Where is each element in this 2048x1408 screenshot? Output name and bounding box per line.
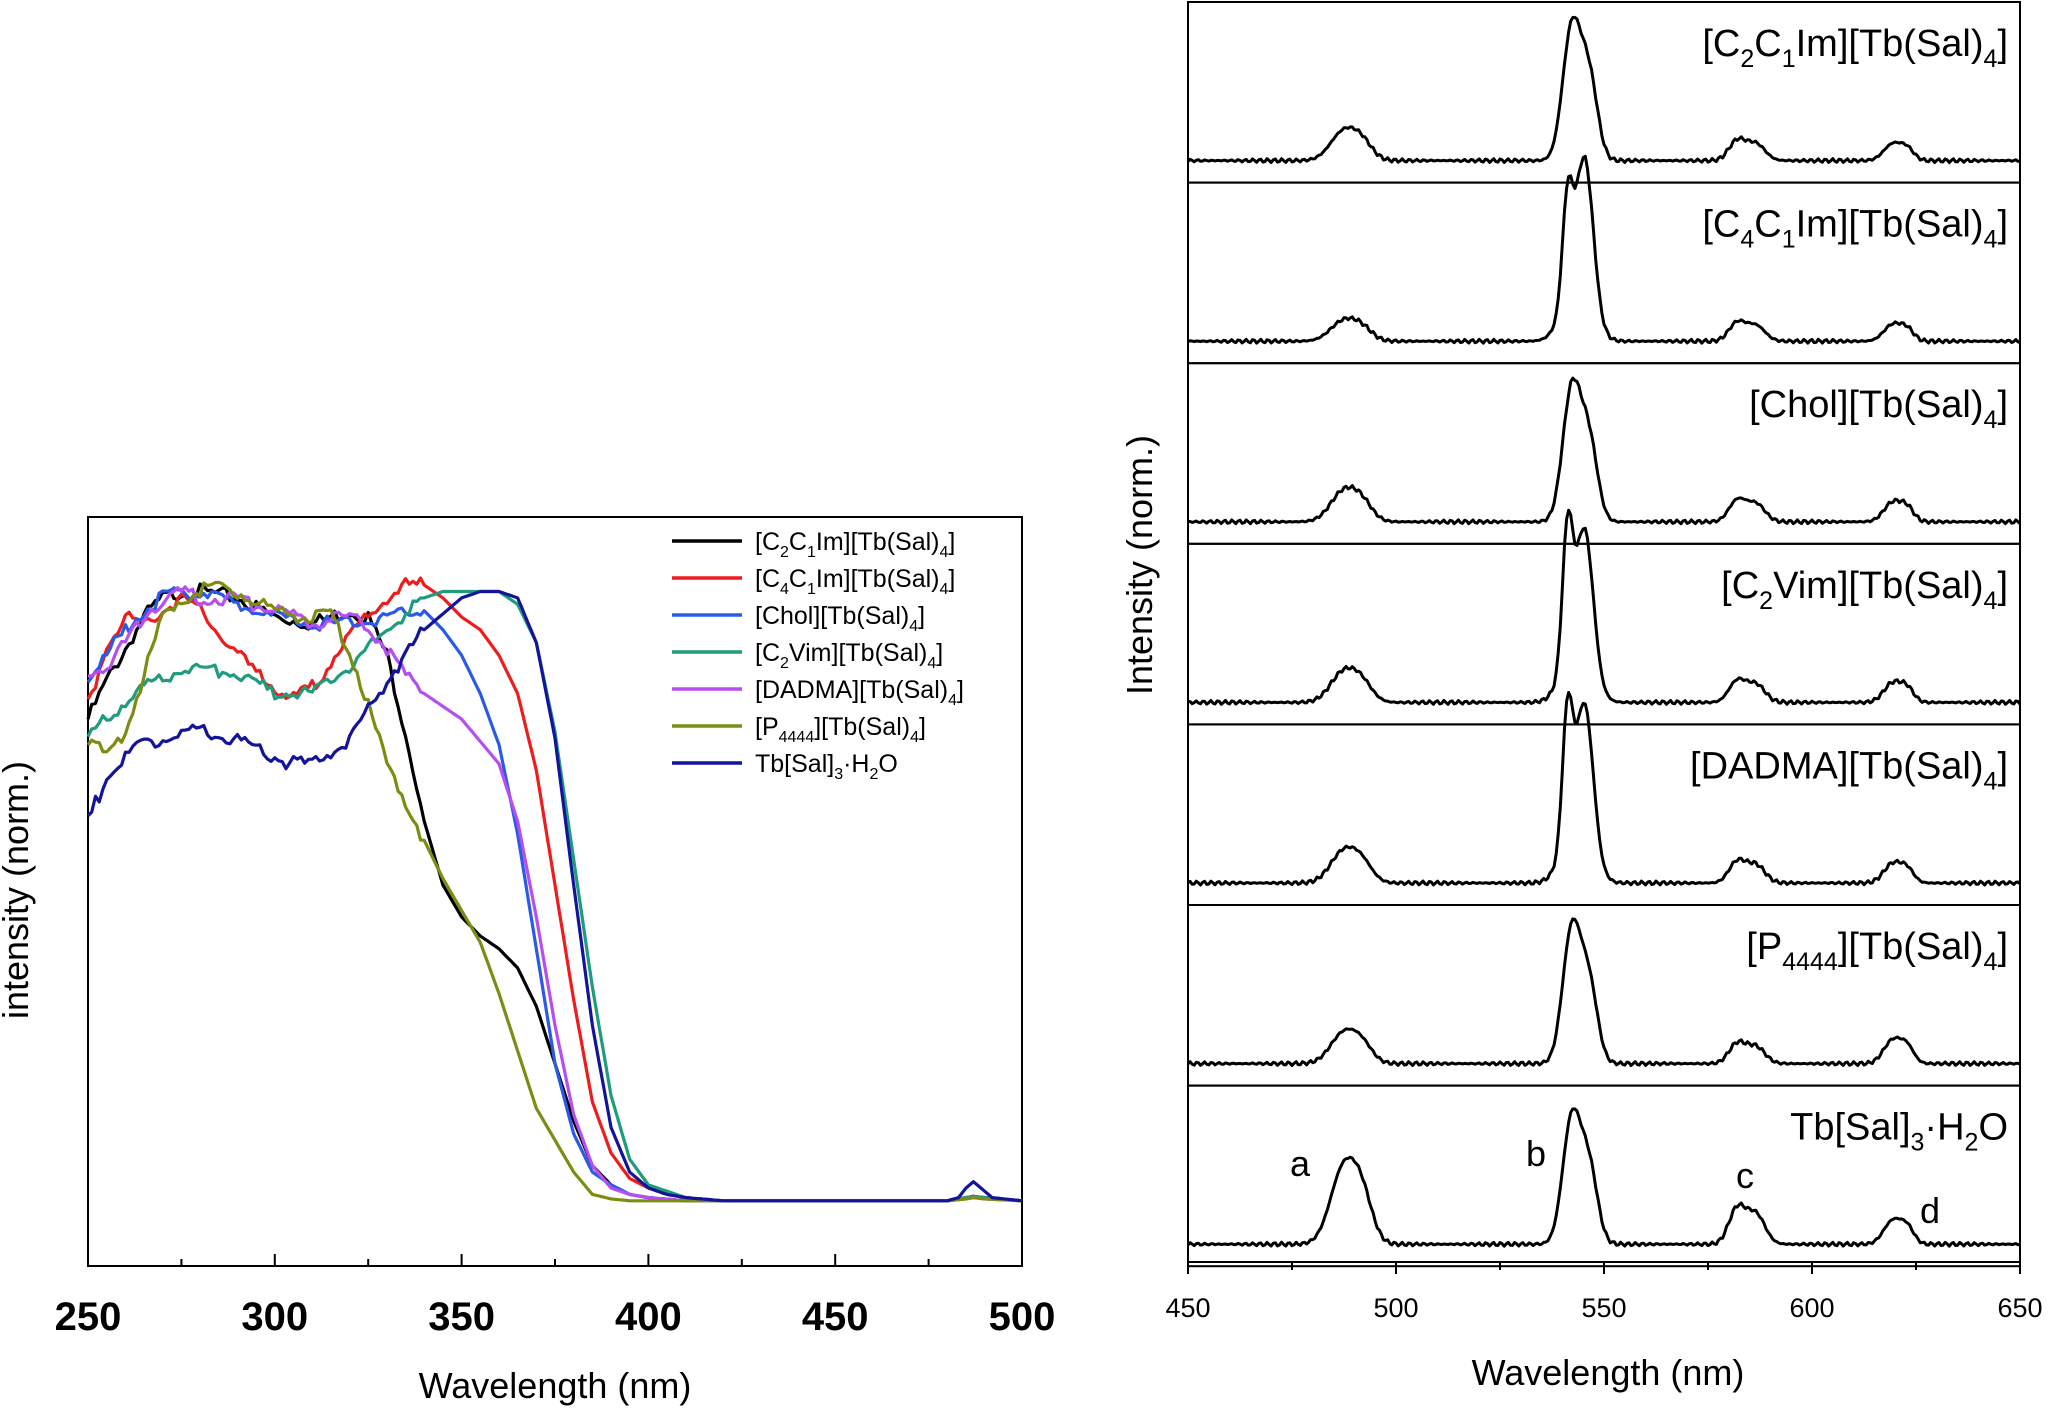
legend-label: Tb[Sal]3·H2O xyxy=(755,750,898,783)
peak-annotation-d: d xyxy=(1920,1190,1940,1231)
right-panel-label: [Chol][Tb(Sal)4] xyxy=(1749,384,2008,434)
right-panel-label: [C2C1Im][Tb(Sal)4] xyxy=(1702,23,2008,73)
left-x-axis-title: Wavelength (nm) xyxy=(419,1365,692,1406)
right-panel-spectrum xyxy=(1186,917,2021,1067)
right-x-tick-label: 650 xyxy=(1997,1293,2042,1323)
legend-label: [C4C1Im][Tb(Sal)4] xyxy=(755,565,955,598)
right-panel-spectrum xyxy=(1186,1107,2021,1248)
legend-label: [C2Vim][Tb(Sal)4] xyxy=(755,639,943,672)
left-x-tick-label: 300 xyxy=(241,1295,308,1339)
left-legend: [C2C1Im][Tb(Sal)4] [C4C1Im][Tb(Sal)4] [Cho… xyxy=(672,528,964,783)
left-x-ticks: 250 300 350 400 450 500 xyxy=(55,1254,1056,1339)
legend-label: [DADMA][Tb(Sal)4] xyxy=(755,676,964,709)
peak-annotation-a: a xyxy=(1290,1143,1311,1184)
right-x-ticks: 450 500 550 600 650 xyxy=(1165,1261,2043,1323)
right-panel-spectrum xyxy=(1187,691,2022,887)
right-x-tick-label: 450 xyxy=(1165,1293,1210,1323)
peak-annotation-b: b xyxy=(1526,1133,1546,1174)
left-x-tick-label: 350 xyxy=(428,1295,495,1339)
right-x-tick-label: 500 xyxy=(1373,1293,1418,1323)
right-panel-label: [P4444][Tb(Sal)4] xyxy=(1746,926,2008,976)
right-x-axis-title: Wavelength (nm) xyxy=(1472,1352,1745,1393)
left-x-tick-label: 400 xyxy=(615,1295,682,1339)
legend-label: [C2C1Im][Tb(Sal)4] xyxy=(755,528,955,561)
right-panel-spectrum xyxy=(1186,15,2020,165)
right-y-axis-title: Intensity (norm.) xyxy=(1119,435,1160,695)
absorption-chart: 250 300 350 400 450 500 [C2C1Im][Tb(Sal)4] [C4… xyxy=(0,516,1056,1406)
right-x-tick-label: 550 xyxy=(1581,1293,1626,1323)
right-panel-spectrum xyxy=(1188,508,2022,706)
legend-label: [Chol][Tb(Sal)4] xyxy=(755,602,925,635)
right-panel-label: [DADMA][Tb(Sal)4] xyxy=(1690,745,2008,795)
left-x-tick-label: 250 xyxy=(55,1295,122,1339)
peak-annotations: a b c d xyxy=(1290,1133,1940,1231)
right-panel-spectrum xyxy=(1188,376,2022,526)
right-panel-spectrum xyxy=(1187,154,2021,345)
peak-annotation-c: c xyxy=(1736,1155,1754,1196)
left-series-group xyxy=(86,576,1023,1203)
emission-chart: [C2C1Im][Tb(Sal)4] [C4C1Im][Tb(Sal)4] [Cho… xyxy=(1119,1,2043,1393)
left-series-line-1 xyxy=(86,576,1023,1203)
left-x-tick-label: 500 xyxy=(989,1295,1056,1339)
left-series-line-6 xyxy=(86,589,1023,1203)
left-y-axis-title: intensity (norm.) xyxy=(0,761,36,1019)
right-panel-label: [C4C1Im][Tb(Sal)4] xyxy=(1702,204,2008,254)
right-x-tick-label: 600 xyxy=(1789,1293,1834,1323)
right-panel-label: [C2Vim][Tb(Sal)4] xyxy=(1721,565,2008,615)
left-x-tick-label: 450 xyxy=(802,1295,869,1339)
legend-label: [P4444][Tb(Sal)4] xyxy=(755,713,926,746)
right-panels: [C2C1Im][Tb(Sal)4] [C4C1Im][Tb(Sal)4] [Cho… xyxy=(1186,1,2022,1268)
right-panel-label: Tb[Sal]3·H2O xyxy=(1790,1107,2008,1157)
